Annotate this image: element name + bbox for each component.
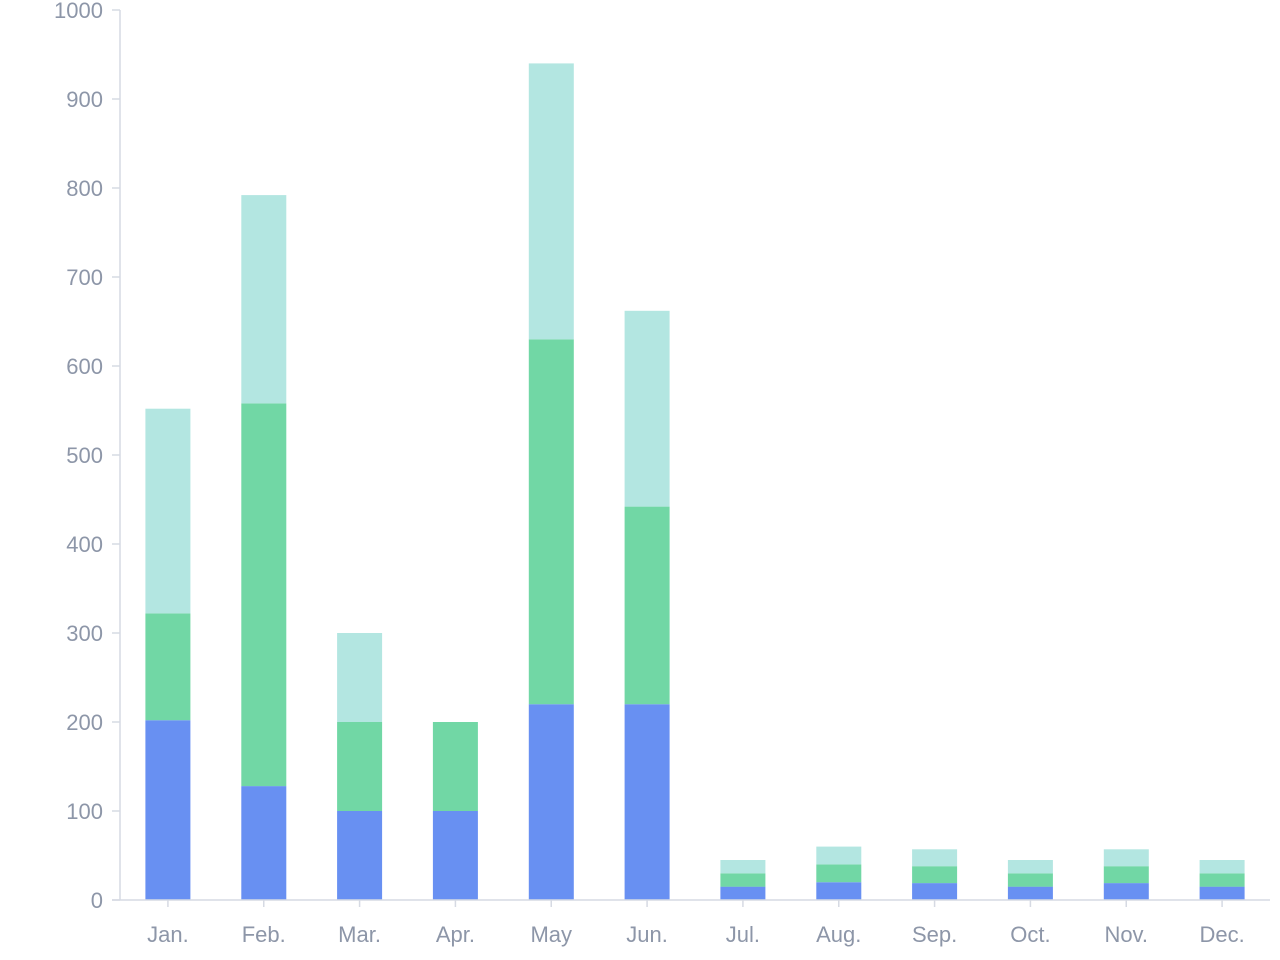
bar-dec-series-1	[1199, 886, 1245, 900]
x-tick-label: Apr.	[436, 922, 475, 947]
bar-sep-series-2	[912, 866, 958, 884]
bar-dec-series-3	[1199, 860, 1245, 874]
bar-apr-series-1	[432, 811, 478, 900]
bar-jan-series-1	[145, 720, 191, 900]
bar-feb-series-2	[241, 403, 287, 787]
bar-nov-series-3	[1103, 849, 1149, 867]
x-tick-label: Mar.	[338, 922, 381, 947]
bar-jan-series-3	[145, 408, 191, 614]
x-tick-label: Feb.	[242, 922, 286, 947]
bar-oct-series-2	[1007, 873, 1053, 887]
bar-may-series-2	[528, 339, 574, 705]
bar-oct-series-3	[1007, 860, 1053, 874]
bar-feb-series-1	[241, 786, 287, 900]
y-tick-label: 700	[66, 265, 103, 290]
y-tick-label: 900	[66, 87, 103, 112]
bar-sep-series-1	[912, 883, 958, 900]
x-tick-label: Sep.	[912, 922, 957, 947]
bar-jul-series-2	[720, 873, 766, 887]
bar-jul-series-3	[720, 860, 766, 874]
bar-sep-series-3	[912, 849, 958, 867]
x-tick-label: Aug.	[816, 922, 861, 947]
bar-dec-series-2	[1199, 873, 1245, 887]
bar-nov-series-1	[1103, 883, 1149, 900]
bar-oct-series-1	[1007, 886, 1053, 900]
x-tick-label: Dec.	[1199, 922, 1244, 947]
x-tick-label: Jan.	[147, 922, 189, 947]
bar-aug-series-1	[816, 882, 862, 900]
bar-jul-series-1	[720, 886, 766, 900]
bar-mar-series-3	[337, 633, 383, 722]
y-tick-label: 600	[66, 354, 103, 379]
y-tick-label: 100	[66, 799, 103, 824]
bar-mar-series-1	[337, 811, 383, 900]
x-tick-label: Jul.	[726, 922, 760, 947]
bar-apr-series-2	[432, 722, 478, 811]
bar-jun-series-3	[624, 310, 670, 507]
y-tick-label: 400	[66, 532, 103, 557]
bar-feb-series-3	[241, 195, 287, 404]
x-tick-label: May	[530, 922, 572, 947]
y-tick-label: 200	[66, 710, 103, 735]
y-tick-label: 300	[66, 621, 103, 646]
x-tick-label: Jun.	[626, 922, 668, 947]
bar-may-series-3	[528, 63, 574, 340]
labels-layer: 0 100 200 300 400 500 600 700 800 900 1000 Jan. Feb.…	[54, 0, 1245, 947]
bar-aug-series-2	[816, 864, 862, 883]
y-tick-label: 500	[66, 443, 103, 468]
bars-layer	[145, 63, 1245, 900]
bar-aug-series-3	[816, 846, 862, 865]
bar-jan-series-2	[145, 613, 191, 721]
bar-nov-series-2	[1103, 866, 1149, 884]
bar-jun-series-2	[624, 506, 670, 705]
x-tick-label: Nov.	[1104, 922, 1148, 947]
x-tick-label: Oct.	[1010, 922, 1050, 947]
y-tick-label: 1000	[54, 0, 103, 23]
bar-jun-series-1	[624, 704, 670, 900]
y-tick-label: 800	[66, 176, 103, 201]
bar-may-series-1	[528, 704, 574, 900]
bar-mar-series-2	[337, 722, 383, 811]
y-tick-label: 0	[91, 888, 103, 913]
axes-layer	[112, 9, 1270, 907]
